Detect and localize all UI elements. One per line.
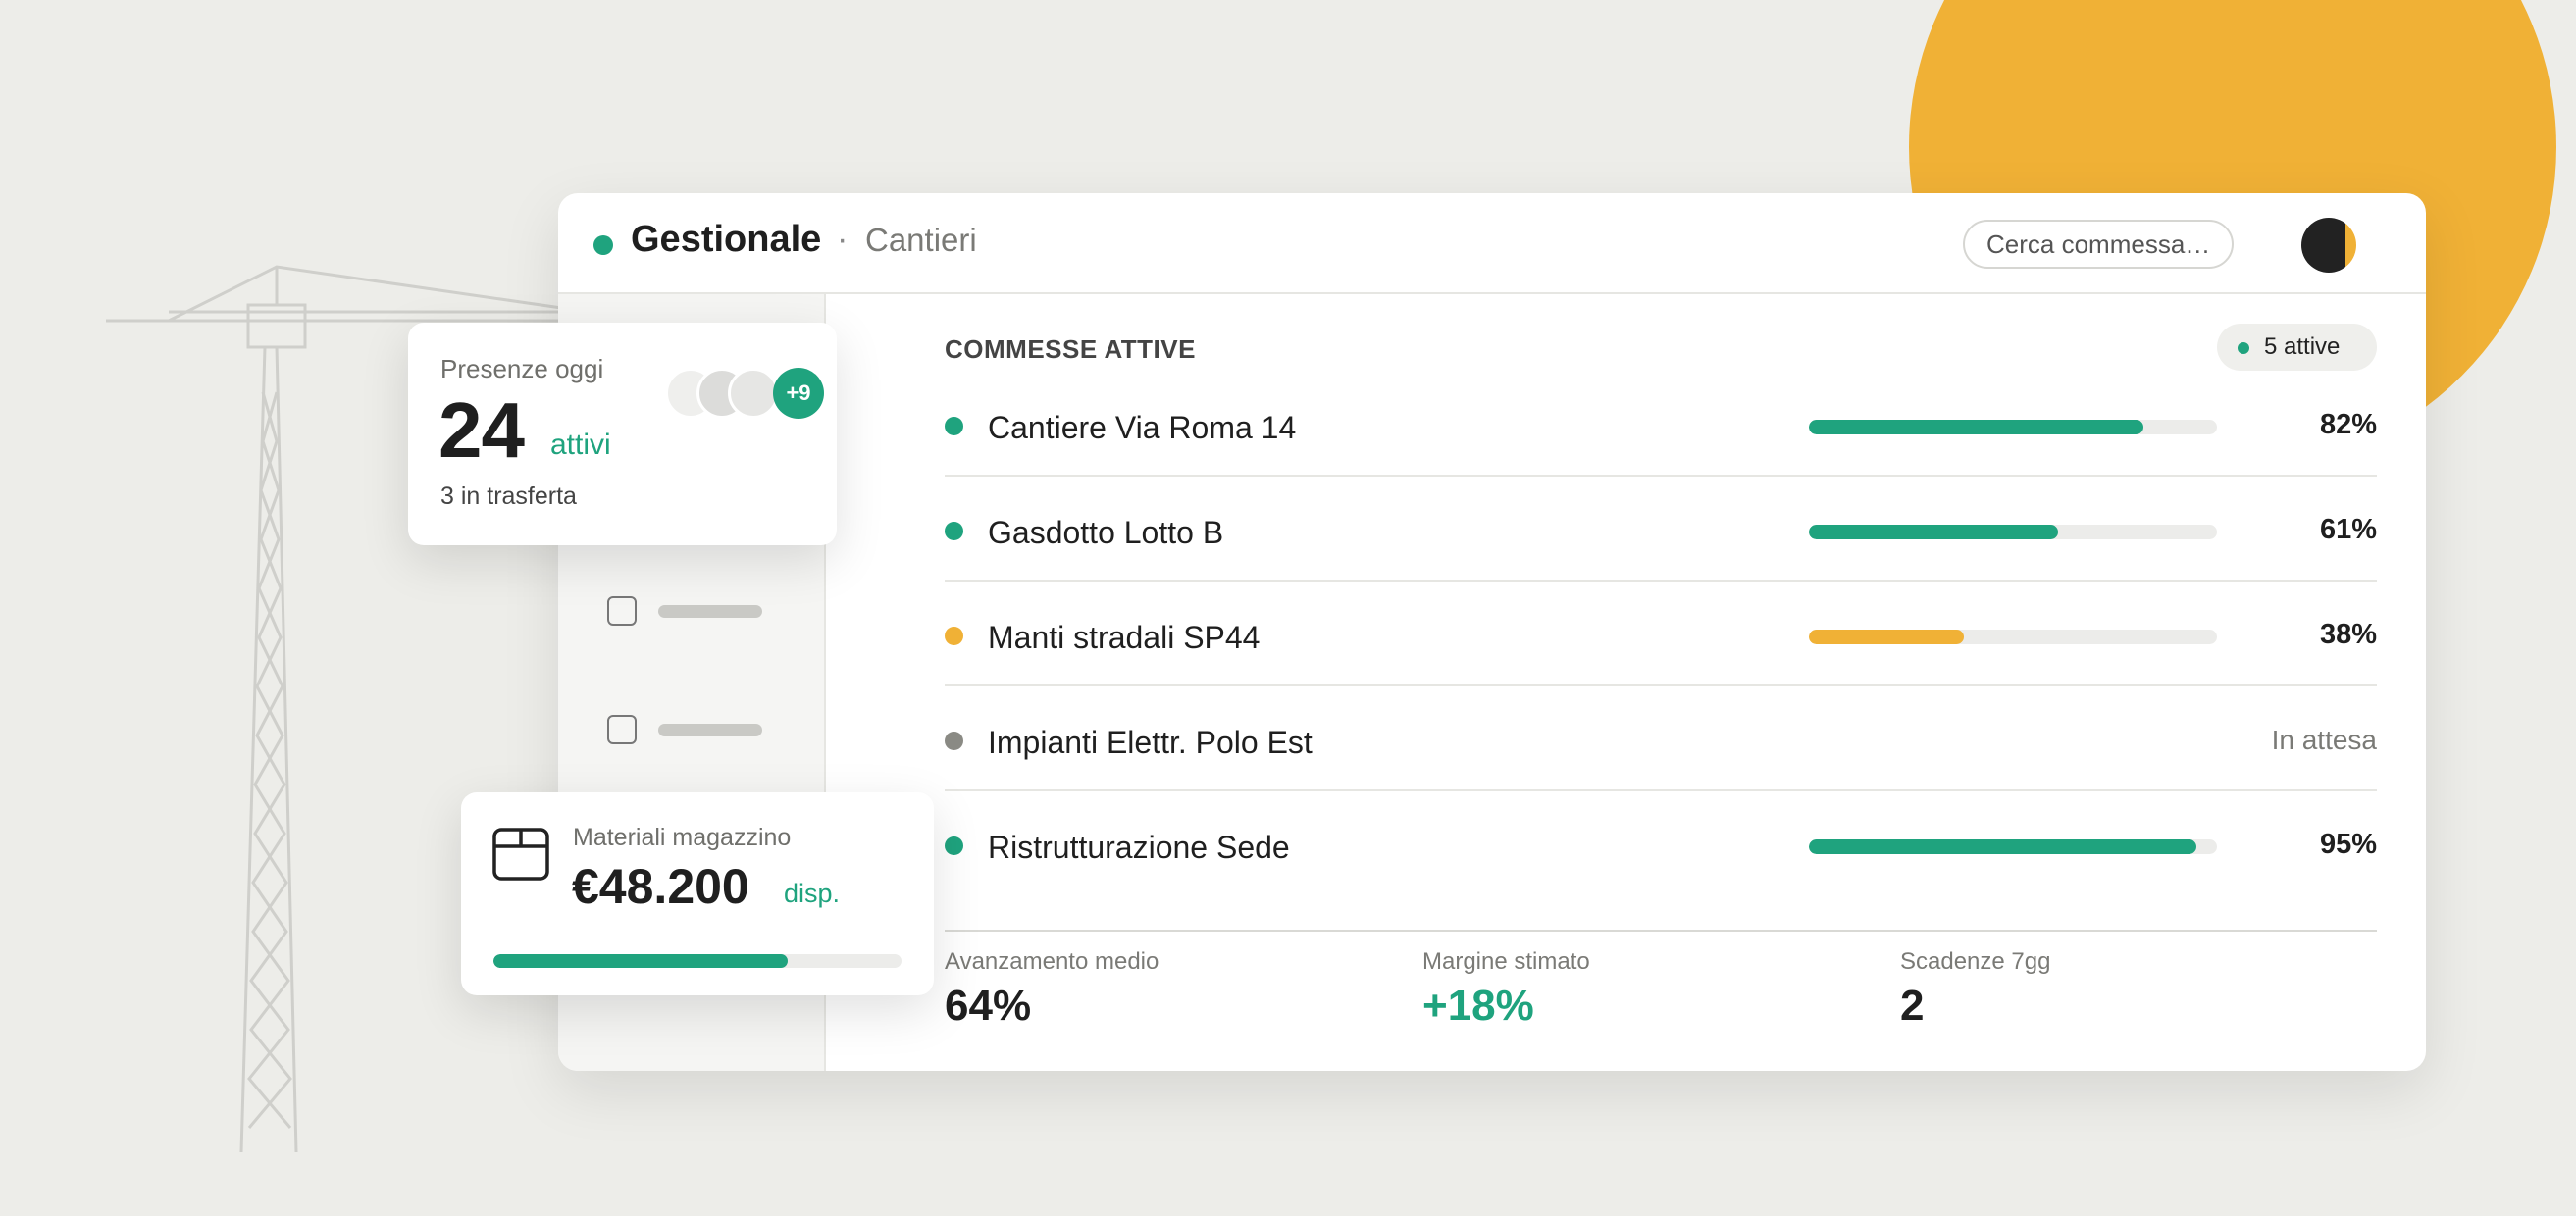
materials-progress-fill	[493, 954, 788, 968]
stat-value: +18%	[1422, 982, 1534, 1030]
materials-value: €48.200	[572, 859, 749, 914]
project-name: Ristrutturazione Sede	[988, 830, 1290, 865]
row-divider	[945, 580, 2377, 582]
extra-avatars-badge[interactable]: +9	[773, 368, 824, 419]
checkbox-icon[interactable]	[607, 715, 637, 744]
row-divider	[945, 475, 2377, 477]
progress-fill	[1809, 525, 2058, 539]
status-dot-icon	[945, 522, 963, 540]
project-row[interactable]: Gasdotto Lotto B 61%	[945, 477, 2377, 582]
row-divider	[945, 684, 2377, 686]
materials-label: Materiali magazzino	[573, 824, 792, 851]
breadcrumb-separator: ·	[837, 221, 849, 258]
stat-margin: Margine stimato +18%	[1422, 948, 1590, 1031]
placeholder-line	[658, 605, 762, 618]
status-dot-icon	[945, 732, 963, 750]
progress-value: 61%	[2319, 514, 2377, 545]
materials-card[interactable]: Materiali magazzino €48.200 disp.	[461, 792, 934, 995]
project-status: In attesa	[2271, 725, 2377, 755]
progress-fill	[1809, 839, 2197, 854]
progress-value: 82%	[2319, 409, 2377, 440]
avatar	[728, 368, 779, 419]
checkbox-icon[interactable]	[607, 596, 637, 626]
materials-unit: disp.	[784, 879, 841, 908]
status-badge: 5 attive	[2217, 324, 2377, 371]
progress-bar	[1809, 420, 2217, 434]
status-dot-icon	[945, 627, 963, 645]
project-name: Impianti Elettr. Polo Est	[988, 725, 1313, 760]
stat-label: Avanzamento medio	[945, 948, 1159, 975]
warehouse-box-icon	[492, 828, 549, 881]
project-row[interactable]: Manti stradali SP44 38%	[945, 582, 2377, 686]
breadcrumb-section[interactable]: Cantieri	[865, 222, 977, 258]
project-row[interactable]: Impianti Elettr. Polo Est In attesa	[945, 686, 2377, 791]
crane-illustration	[106, 265, 590, 1153]
sidebar-item-1[interactable]	[607, 715, 784, 750]
progress-bar	[1809, 630, 2217, 644]
progress-bar	[1809, 525, 2217, 539]
stat-deadlines: Scadenze 7gg 2	[1900, 948, 2050, 1031]
project-name: Manti stradali SP44	[988, 620, 1261, 655]
project-row[interactable]: Cantiere Via Roma 14 82%	[945, 372, 2377, 477]
stat-label: Scadenze 7gg	[1900, 948, 2051, 975]
progress-value: 38%	[2319, 619, 2377, 650]
summary-divider	[945, 930, 2377, 932]
status-dot-icon	[945, 417, 963, 435]
attendance-number: 24	[438, 386, 525, 474]
attendance-card[interactable]: Presenze oggi 24 attivi 3 in trasferta +…	[408, 323, 837, 545]
project-row[interactable]: Ristrutturazione Sede 95%	[945, 791, 2377, 896]
sidebar-item-0[interactable]	[607, 596, 784, 632]
search-input[interactable]	[1963, 220, 2234, 269]
status-dot-icon	[945, 836, 963, 855]
top-bar: Gestionale · Cantieri	[558, 193, 2426, 294]
active-count: 5 attive	[2264, 333, 2341, 360]
project-name: Cantiere Via Roma 14	[988, 410, 1297, 445]
project-name: Gasdotto Lotto B	[988, 515, 1224, 550]
attendance-label: Presenze oggi	[440, 354, 604, 383]
status-dot-icon	[593, 235, 613, 255]
app-title: Gestionale	[631, 219, 822, 260]
stat-avg-progress: Avanzamento medio 64%	[945, 948, 1159, 1031]
materials-progress-bar	[493, 954, 902, 968]
active-dot-icon	[2238, 342, 2249, 354]
progress-fill	[1809, 630, 1965, 644]
attendance-unit: attivi	[550, 429, 611, 461]
attendance-sub: 3 in trasferta	[440, 482, 577, 510]
stat-value: 2	[1900, 982, 1925, 1030]
placeholder-line	[658, 724, 762, 736]
progress-value: 95%	[2319, 829, 2377, 860]
user-avatar-icon[interactable]	[2301, 218, 2356, 273]
progress-fill	[1809, 420, 2144, 434]
row-divider	[945, 789, 2377, 791]
stat-value: 64%	[945, 982, 1032, 1030]
stat-label: Margine stimato	[1422, 948, 1590, 975]
panel-title: COMMESSE ATTIVE	[945, 334, 1196, 364]
progress-bar	[1809, 839, 2217, 854]
